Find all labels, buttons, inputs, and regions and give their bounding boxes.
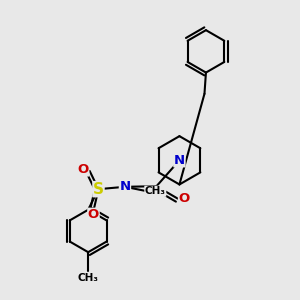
Text: O: O <box>77 163 89 176</box>
Text: N: N <box>119 180 130 193</box>
Text: CH₃: CH₃ <box>145 186 166 196</box>
Text: N: N <box>174 154 185 167</box>
Text: CH₃: CH₃ <box>78 273 99 283</box>
Text: O: O <box>178 192 190 205</box>
Text: S: S <box>93 182 104 197</box>
Text: O: O <box>88 208 99 221</box>
